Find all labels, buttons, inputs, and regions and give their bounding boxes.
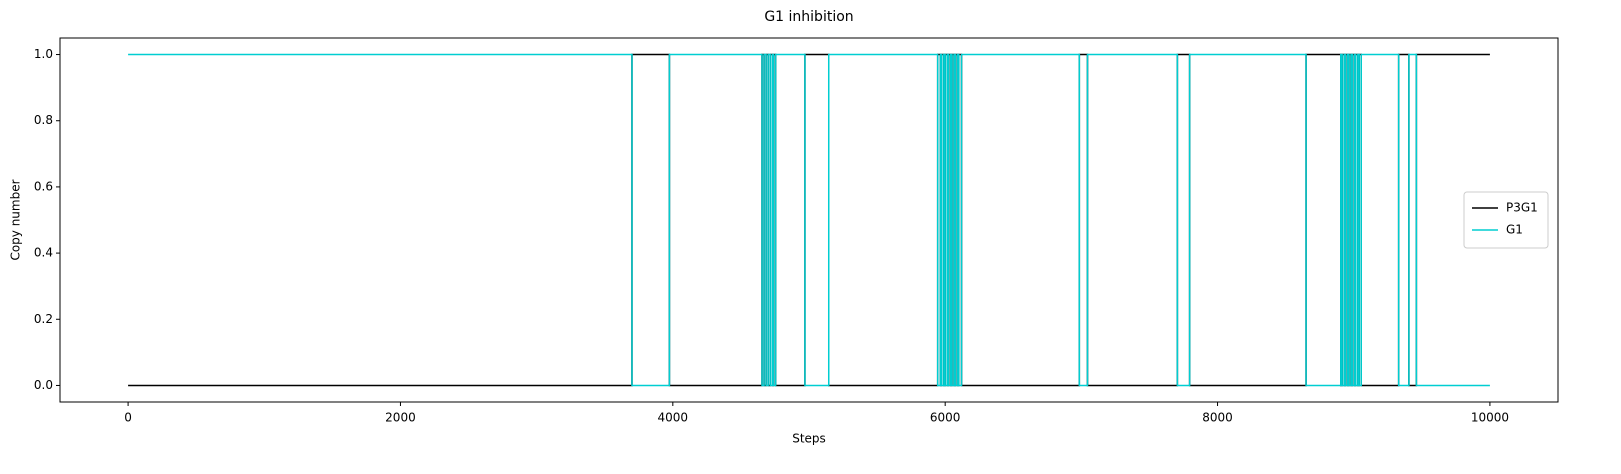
y-tick-label: 0.8 <box>34 113 53 127</box>
x-tick-label: 0 <box>124 411 132 425</box>
legend-label: G1 <box>1506 223 1523 237</box>
y-tick-label: 0.4 <box>34 246 53 260</box>
x-tick-label: 4000 <box>658 411 689 425</box>
series-line <box>128 53 1490 387</box>
series-line <box>128 53 1490 387</box>
y-tick-label: 1.0 <box>34 47 53 61</box>
x-tick-label: 6000 <box>930 411 961 425</box>
y-tick-label: 0.0 <box>34 378 53 392</box>
y-axis-label: Copy number <box>9 179 23 260</box>
y-tick-label: 0.2 <box>34 312 53 326</box>
x-tick-label: 8000 <box>1202 411 1233 425</box>
chart-title: G1 inhibition <box>764 9 853 25</box>
x-tick-label: 2000 <box>385 411 416 425</box>
x-tick-label: 10000 <box>1471 411 1509 425</box>
legend-box <box>1463 191 1549 249</box>
plot-frame <box>59 37 1559 403</box>
legend-label: P3G1 <box>1506 201 1538 215</box>
y-tick-label: 0.6 <box>34 179 53 193</box>
x-axis-label: Steps <box>792 432 826 446</box>
